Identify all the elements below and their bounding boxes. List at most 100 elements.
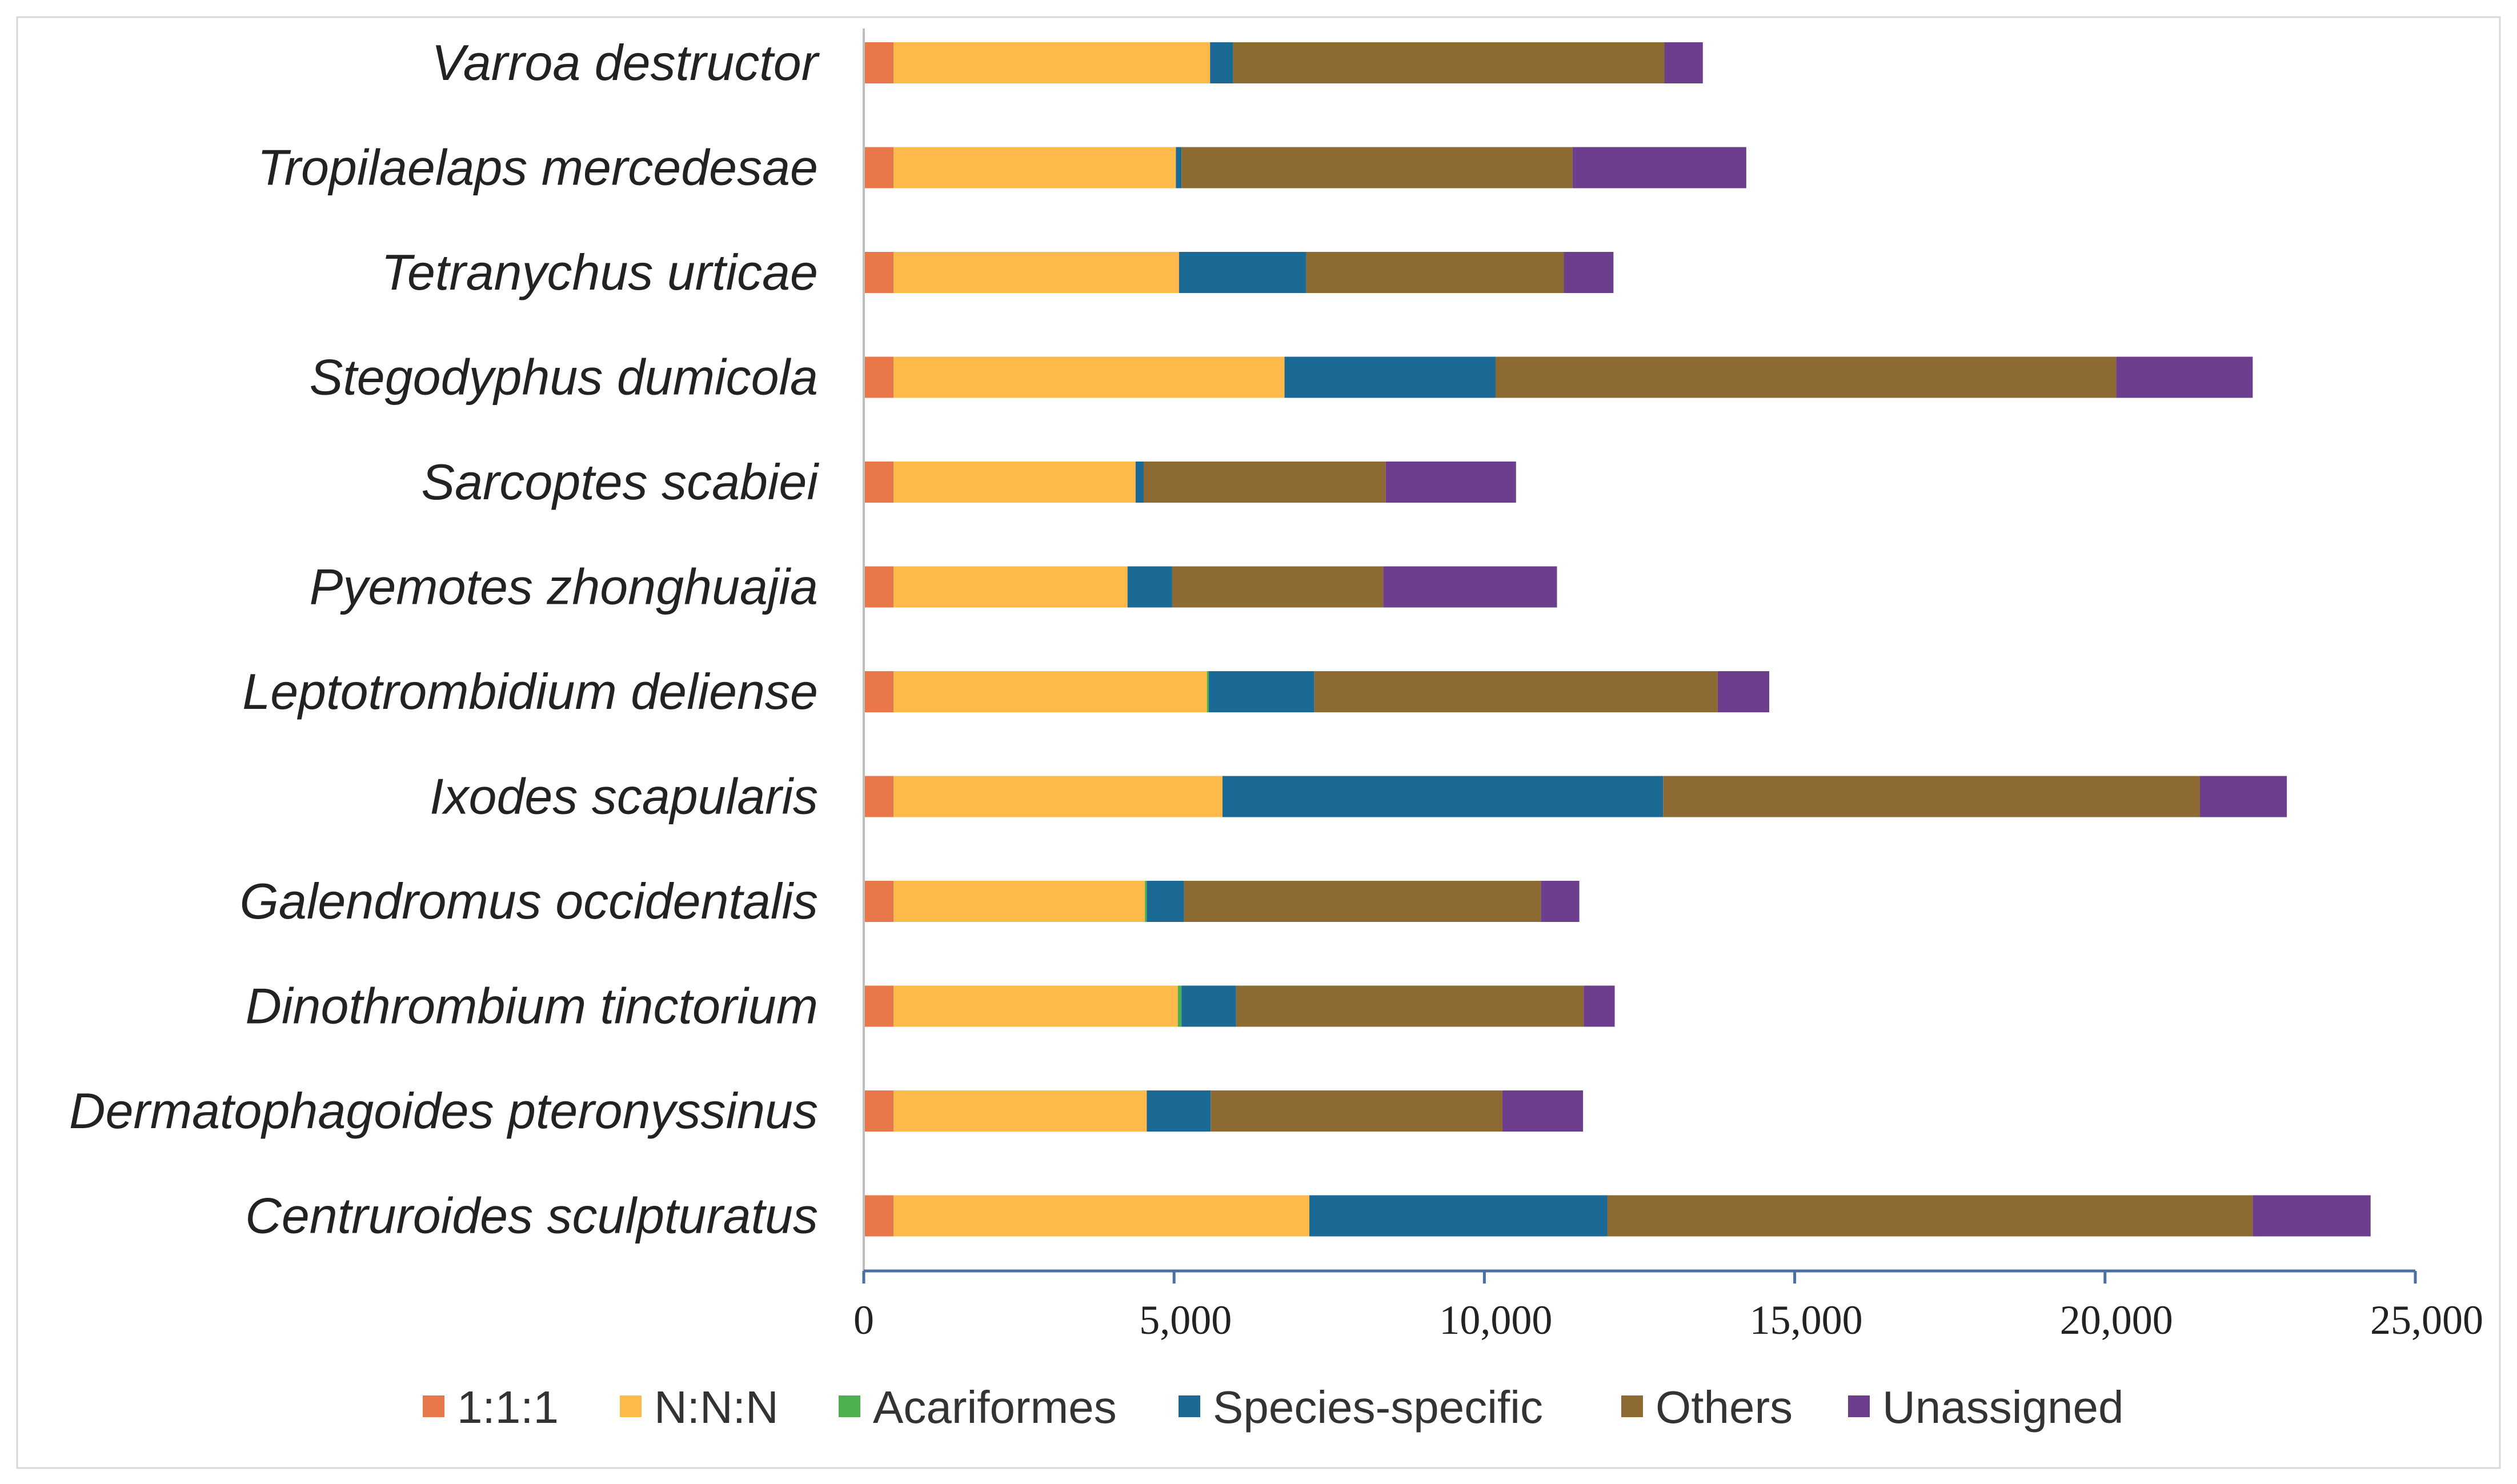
category-label: Sarcoptes scabiei	[421, 454, 819, 510]
bar-segment	[1135, 462, 1144, 503]
bar-segment	[864, 147, 894, 188]
bar-segment	[1127, 566, 1172, 608]
bar-segment	[1284, 356, 1496, 398]
legend-swatch	[839, 1395, 860, 1417]
bar-segment	[893, 1090, 1147, 1132]
bar-segment	[1233, 42, 1665, 83]
labels-layer: Varroa destructor Tropilaelaps mercedesae…	[69, 34, 820, 1244]
x-tick-label: 15,000	[1750, 1297, 1863, 1343]
axis-layer: 0 5,000 10,000 15,000 20,000 25,000	[853, 29, 2483, 1343]
bar-segment	[1495, 356, 2117, 398]
bar-segment	[1207, 671, 1209, 712]
category-label: Stegodyphus dumicola	[310, 349, 818, 406]
legend-swatch	[1848, 1395, 1870, 1417]
legend-swatch	[1179, 1395, 1200, 1417]
bar-segment	[1502, 1090, 1584, 1132]
category-label: Pyemotes zhonghuajia	[310, 559, 818, 615]
bar-segment	[1143, 462, 1386, 503]
bar-segment	[864, 462, 894, 503]
bar-segment	[1147, 1090, 1211, 1132]
bar-group	[864, 881, 1580, 922]
bar-group	[864, 1195, 2371, 1237]
legend-label: N:N:N	[654, 1382, 779, 1433]
bar-segment	[864, 42, 894, 83]
bar-group	[864, 566, 1557, 608]
bars-layer	[864, 42, 2371, 1237]
bar-segment	[1564, 252, 1614, 293]
bar-segment	[864, 1195, 894, 1237]
bar-segment	[864, 1090, 894, 1132]
bar-segment	[1314, 671, 1718, 712]
bar-segment	[1172, 566, 1384, 608]
legend-swatch	[423, 1395, 444, 1417]
bar-segment	[1663, 776, 2201, 817]
bar-segment	[864, 776, 894, 817]
legend-label: Acariformes	[873, 1382, 1117, 1433]
bar-group	[864, 985, 1615, 1027]
legend-swatch	[1621, 1395, 1643, 1417]
bar-segment	[1209, 671, 1314, 712]
bar-segment	[1211, 1090, 1502, 1132]
bar-segment	[1176, 147, 1182, 188]
bar-segment	[893, 147, 1176, 188]
category-label: Leptotrombidium deliense	[242, 663, 818, 720]
bar-segment	[893, 42, 1211, 83]
x-tick-label: 25,000	[2370, 1297, 2483, 1343]
legend-item: Unassigned	[1848, 1382, 2124, 1433]
legend-label: Unassigned	[1882, 1382, 2124, 1433]
x-tick-label: 5,000	[1139, 1297, 1232, 1343]
bar-group	[864, 776, 2287, 817]
bar-segment	[1181, 147, 1573, 188]
bar-segment	[2253, 1195, 2371, 1237]
bar-segment	[1147, 881, 1184, 922]
category-label: Centruroides sculpturatus	[245, 1188, 818, 1244]
legend-item: N:N:N	[620, 1382, 779, 1433]
bar-segment	[864, 566, 894, 608]
category-label: Ixodes scapularis	[430, 768, 818, 825]
bar-segment	[1181, 985, 1236, 1027]
legend: 1:1:1 N:N:N Acariformes Species-specific Oth…	[423, 1382, 2124, 1433]
bar-segment	[864, 252, 894, 293]
x-tick-label: 10,000	[1439, 1297, 1552, 1343]
bar-segment	[1145, 881, 1147, 922]
bar-segment	[864, 985, 894, 1027]
bar-segment	[1309, 1195, 1608, 1237]
bar-segment	[1717, 671, 1770, 712]
legend-label: Others	[1656, 1382, 1793, 1433]
bar-segment	[893, 356, 1285, 398]
legend-item: Species-specific	[1179, 1382, 1543, 1433]
bar-segment	[2116, 356, 2253, 398]
bar-segment	[1385, 462, 1516, 503]
bar-group	[864, 147, 1746, 188]
bar-segment	[1584, 985, 1615, 1027]
bar-segment	[864, 356, 894, 398]
legend-swatch	[620, 1395, 642, 1417]
bar-segment	[1664, 42, 1703, 83]
legend-item: Acariformes	[839, 1382, 1117, 1433]
bar-segment	[893, 566, 1128, 608]
bar-segment	[864, 881, 894, 922]
bar-segment	[864, 671, 894, 712]
category-label: Tetranychus urticae	[381, 244, 818, 300]
bar-segment	[1383, 566, 1557, 608]
bar-segment	[1179, 252, 1306, 293]
legend-label: 1:1:1	[457, 1382, 559, 1433]
bar-group	[864, 252, 1614, 293]
bar-segment	[893, 462, 1136, 503]
category-label: Dinothrombium tinctorium	[245, 978, 818, 1034]
bar-group	[864, 42, 1703, 83]
legend-item: Others	[1621, 1382, 1793, 1433]
chart-frame	[16, 16, 2501, 1469]
bar-segment	[1210, 42, 1233, 83]
bar-segment	[893, 1195, 1310, 1237]
bar-group	[864, 462, 1516, 503]
category-label: Tropilaelaps mercedesae	[257, 139, 818, 196]
category-label: Galendromus occidentalis	[239, 873, 818, 929]
bar-group	[864, 356, 2253, 398]
legend-label: Species-specific	[1213, 1382, 1543, 1433]
x-tick-label: 0	[853, 1297, 874, 1343]
bar-segment	[1184, 881, 1541, 922]
bar-segment	[893, 252, 1179, 293]
